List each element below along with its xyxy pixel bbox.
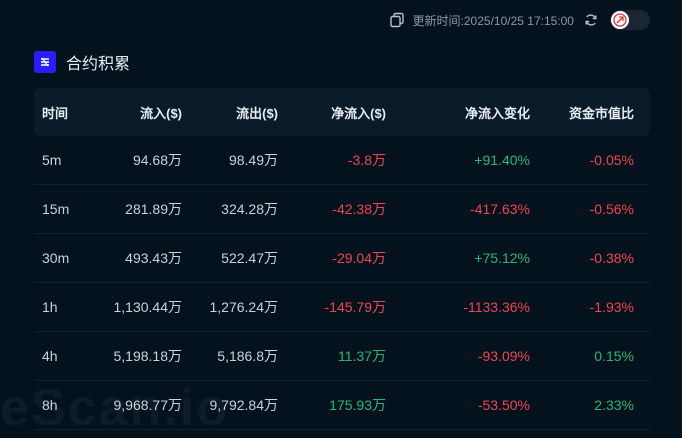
table-row: 5m 94.68万 98.49万 -3.8万 +91.40% -0.05%	[34, 136, 650, 185]
cell-net-change: -1133.36%	[463, 299, 530, 315]
cell-net-change: +75.12%	[474, 250, 530, 266]
rocket-icon	[613, 13, 627, 27]
cell-inflow: 281.89万	[125, 201, 182, 217]
cell-outflow: 9,792.84万	[209, 397, 279, 413]
contract-flow-table: 时间 流入($) 流出($) 净流入($) 净流入变化 资金市值比 5m 94.6…	[34, 88, 650, 430]
theme-toggle[interactable]	[610, 10, 650, 30]
cell-outflow: 324.28万	[221, 201, 278, 217]
table-row: 15m 281.89万 324.28万 -42.38万 -417.63% -0.56%	[34, 185, 650, 234]
col-header-time[interactable]: 时间	[42, 105, 69, 121]
section-title: 合约积累	[66, 56, 131, 73]
cell-inflow: 493.43万	[125, 250, 182, 266]
cell-net-change: -93.09%	[477, 348, 530, 364]
cell-net-inflow: -42.38万	[332, 201, 386, 217]
top-bar: 更新时间:2025/10/25 17:15:00	[389, 10, 650, 30]
col-header-net-inflow[interactable]: 净流入($)	[331, 105, 386, 121]
cell-period: 5m	[42, 152, 62, 168]
cell-inflow: 1,130.44万	[113, 299, 183, 315]
cell-outflow: 5,186.8万	[217, 348, 278, 364]
cell-period: 8h	[42, 397, 58, 413]
cell-net-inflow: -3.8万	[347, 152, 386, 168]
cell-net-inflow: 175.93万	[329, 397, 386, 413]
cell-net-change: -53.50%	[477, 397, 530, 413]
cell-period: 4h	[42, 348, 58, 364]
col-header-ratio[interactable]: 资金市值比	[568, 105, 634, 121]
toggle-knob	[611, 11, 629, 29]
cell-ratio: -0.56%	[589, 201, 634, 217]
table-body: 5m 94.68万 98.49万 -3.8万 +91.40% -0.05% 15m 281.8…	[34, 136, 650, 430]
col-header-inflow[interactable]: 流入($)	[140, 105, 182, 121]
section-header: 合约积累	[34, 50, 130, 74]
cell-ratio: 2.33%	[594, 397, 634, 413]
cell-inflow: 9,968.77万	[113, 397, 183, 413]
cell-inflow: 94.68万	[132, 152, 182, 168]
table-header: 时间 流入($) 流出($) 净流入($) 净流入变化 资金市值比	[34, 88, 650, 136]
cell-net-inflow: -145.79万	[324, 299, 386, 315]
cell-net-inflow: 11.37万	[338, 348, 386, 364]
table-row: 1h 1,130.44万 1,276.24万 -145.79万 -1133.36% -1.…	[34, 283, 650, 332]
cell-net-change: -417.63%	[470, 201, 530, 217]
watermark: eScan.io	[0, 378, 230, 438]
table-row: 30m 493.43万 522.47万 -29.04万 +75.12% -0.38%	[34, 234, 650, 283]
cell-net-change: +91.40%	[474, 152, 530, 168]
cell-period: 1h	[42, 299, 58, 315]
copy-icon[interactable]	[389, 12, 405, 28]
cell-ratio: -0.38%	[589, 250, 634, 266]
cell-outflow: 1,276.24万	[209, 299, 279, 315]
col-header-outflow[interactable]: 流出($)	[236, 105, 278, 121]
cell-ratio: -0.05%	[589, 152, 634, 168]
cell-period: 15m	[42, 201, 70, 217]
table-row: 4h 5,198.18万 5,186.8万 11.37万 -93.09% 0.15%	[34, 332, 650, 381]
refresh-icon[interactable]	[584, 13, 598, 27]
cell-ratio: -1.93%	[589, 299, 634, 315]
col-header-net-change[interactable]: 净流入变化	[464, 105, 530, 121]
cell-inflow: 5,198.18万	[113, 348, 183, 364]
cell-outflow: 98.49万	[228, 152, 278, 168]
table-row: 8h 9,968.77万 9,792.84万 175.93万 -53.50% 2.33%	[34, 381, 650, 430]
cell-outflow: 522.47万	[221, 250, 278, 266]
cell-period: 30m	[42, 250, 70, 266]
contract-icon	[34, 51, 56, 73]
cell-ratio: 0.15%	[594, 348, 634, 364]
update-time: 更新时间:2025/10/25 17:15:00	[412, 13, 574, 28]
cell-net-inflow: -29.04万	[332, 250, 386, 266]
